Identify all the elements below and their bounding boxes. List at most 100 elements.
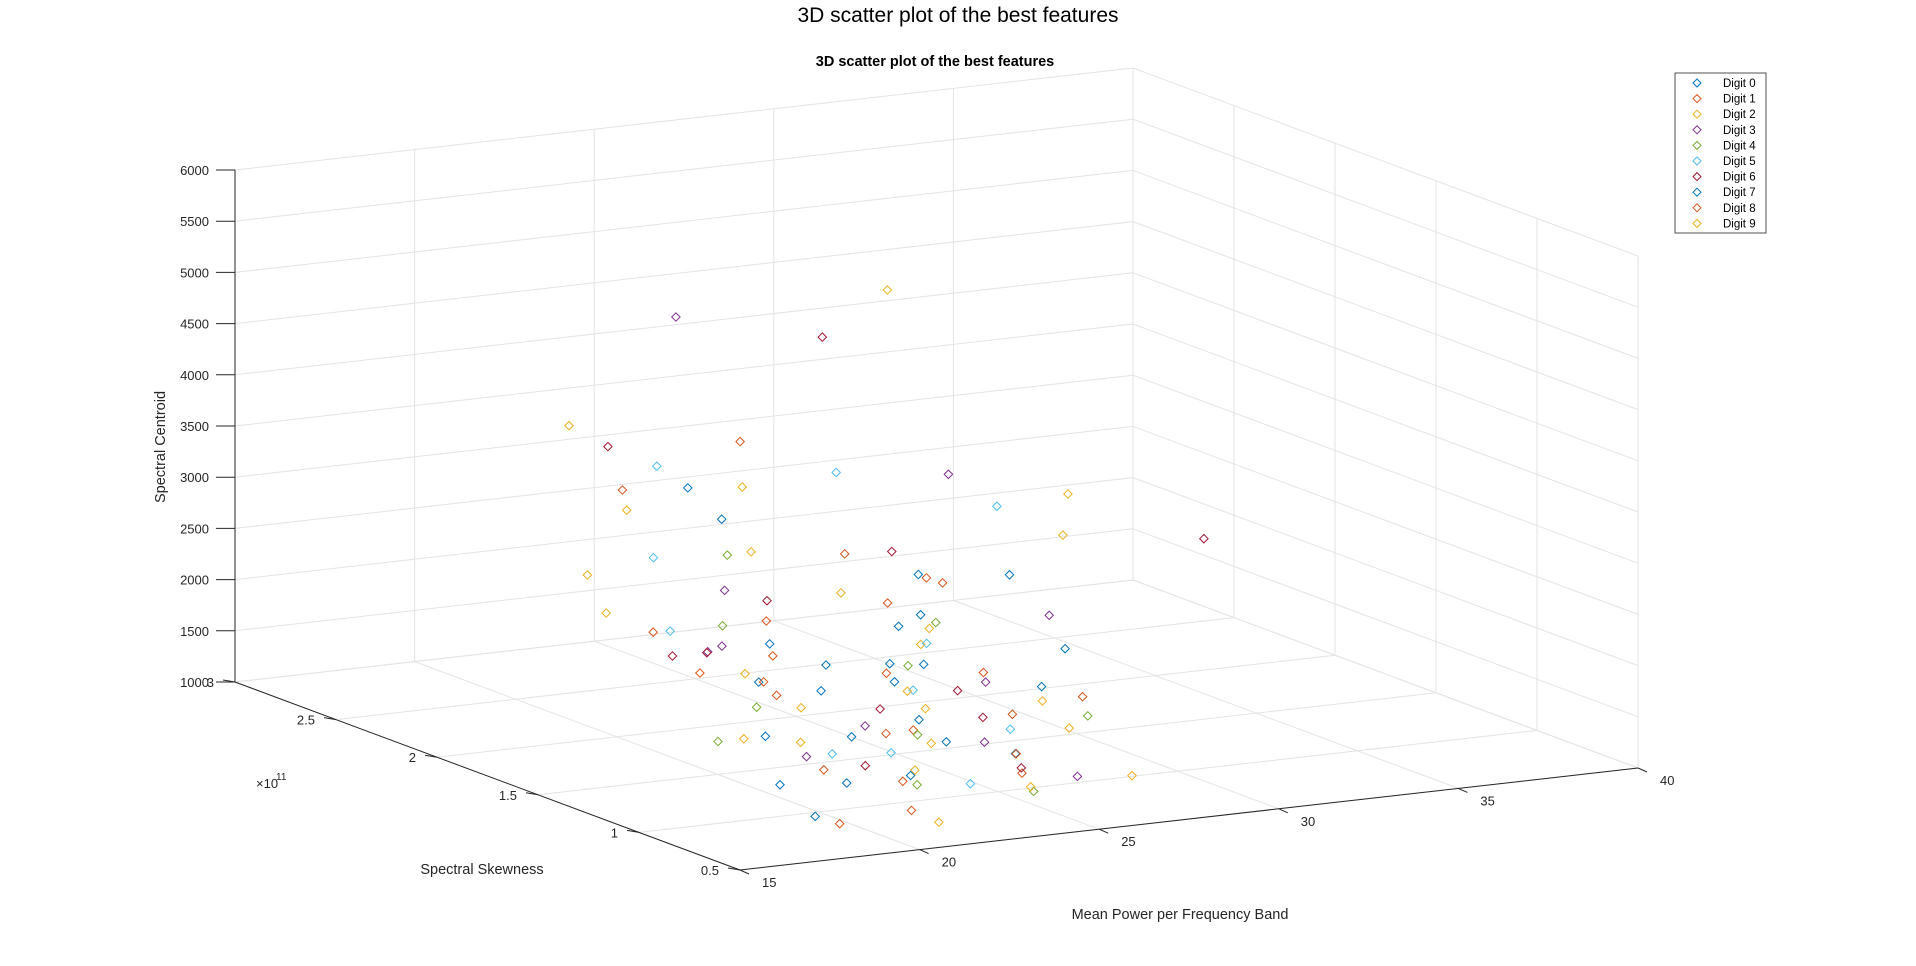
data-point-digit-0 (841, 778, 852, 788)
z-tick-label: 3500 (180, 419, 209, 434)
legend-marker (1692, 203, 1702, 213)
data-point-digit-1 (937, 577, 948, 588)
legend-item[interactable]: Digit 5 (1692, 156, 1756, 168)
axes (216, 169, 1648, 875)
data-point-digit-6 (875, 704, 886, 714)
data-point-digit-3 (719, 585, 730, 596)
data-point-digit-3 (1072, 771, 1083, 782)
back-wall-grid-line (234, 118, 1134, 222)
data-point-digit-2 (1057, 530, 1068, 541)
data-point-digit-2 (564, 420, 574, 431)
data-point-digit-4 (717, 620, 728, 631)
legend-item[interactable]: Digit 1 (1692, 94, 1756, 106)
data-point-digit-7 (1060, 643, 1071, 654)
floor-grid-line (773, 620, 1279, 810)
data-point-digit-4 (713, 736, 723, 747)
data-point-digit-1 (1007, 709, 1018, 720)
data-point-digit-3 (1044, 610, 1055, 621)
back-wall-grid-line (234, 374, 1134, 478)
data-point-digit-6 (1016, 762, 1027, 773)
side-wall-grid-line (1132, 67, 1639, 257)
back-wall-grid-line (234, 272, 1134, 376)
back-wall-grid-line (234, 221, 1134, 325)
x-tick-mark (1637, 767, 1648, 773)
data-point-digit-3 (860, 720, 871, 731)
data-point-digit-4 (912, 779, 923, 790)
side-wall-grid-line (1132, 118, 1639, 308)
data-point-digit-7 (760, 731, 771, 742)
legend-label: Digit 6 (1723, 172, 1756, 184)
side-wall-grid-line (1132, 579, 1639, 769)
data-point-digit-8 (978, 667, 989, 678)
data-point-digit-5 (827, 748, 838, 759)
exponent-power: 11 (276, 772, 287, 783)
y-tick-mark (525, 792, 539, 796)
legend-label: Digit 2 (1723, 109, 1756, 121)
side-wall-grid-line (1132, 528, 1639, 718)
data-point-digit-1 (1017, 768, 1027, 779)
data-point-digit-6 (762, 595, 772, 606)
data-point-digit-0 (816, 685, 827, 696)
data-point-digit-4 (1028, 786, 1039, 797)
data-point-digit-8 (735, 436, 746, 447)
data-point-digit-3 (979, 737, 990, 748)
legend-marker (1692, 218, 1702, 229)
legend-marker (1692, 125, 1702, 135)
axes-title: 3D scatter plot of the best features (816, 54, 1055, 70)
legend-marker (1692, 171, 1702, 182)
z-tick-label: 2500 (180, 521, 209, 536)
legend-label: Digit 5 (1723, 156, 1756, 168)
data-point-digit-6 (1198, 533, 1209, 544)
z-tick-label: 3000 (180, 470, 209, 485)
legend-item[interactable]: Digit 3 (1692, 125, 1756, 137)
data-point-digit-9 (1025, 781, 1036, 792)
legend[interactable]: Digit 0 Digit 1 Digit 2 Digit 3 Digit 4 Digit… (1674, 72, 1767, 234)
data-point-digit-1 (839, 548, 850, 559)
z-tick-label: 4500 (180, 317, 209, 332)
data-point-digit-9 (924, 623, 935, 634)
data-point-digit-0 (1004, 569, 1015, 580)
legend-label: Digit 1 (1723, 94, 1756, 106)
data-point-digit-5 (965, 778, 976, 789)
data-point-digit-5 (921, 638, 932, 649)
data-point-digit-5 (651, 461, 662, 472)
x-tick-mark (1278, 808, 1289, 814)
data-point-digit-5 (991, 501, 1002, 512)
data-point-digit-6 (817, 332, 828, 343)
back-wall-grid-line (234, 528, 1134, 632)
z-tick-label: 6000 (180, 163, 209, 178)
y-tick-label: 2 (409, 750, 416, 765)
data-point-digit-1 (767, 650, 778, 661)
data-point-digit-1 (897, 776, 908, 787)
data-point-digit-1 (771, 690, 782, 701)
legend-item[interactable]: Digit 0 (1692, 78, 1756, 90)
legend-item[interactable]: Digit 7 (1692, 187, 1756, 199)
x-tick-label: 15 (762, 875, 776, 890)
data-point-digit-3 (670, 312, 681, 322)
data-point-digit-0 (846, 731, 857, 742)
side-wall-grid-line (1132, 272, 1639, 462)
data-point-digit-7 (682, 482, 693, 493)
data-point-digit-8 (882, 598, 893, 608)
x-tick-mark (1458, 787, 1468, 793)
legend-item[interactable]: Digit 2 (1692, 109, 1756, 121)
data-point-digit-2 (1037, 696, 1048, 706)
data-point-digit-5 (908, 685, 919, 696)
data-point-digit-0 (810, 811, 821, 822)
data-point-digit-2 (1127, 770, 1137, 781)
data-point-digit-9 (601, 608, 612, 618)
legend-item[interactable]: Digit 9 (1692, 218, 1756, 230)
data-point-digit-2 (740, 668, 750, 679)
legend-item[interactable]: Digit 8 (1692, 203, 1756, 215)
data-point-digit-8 (818, 764, 829, 775)
data-point-digit-1 (881, 668, 892, 679)
data-point-digit-9 (926, 738, 937, 749)
x-axis-line (739, 767, 1639, 871)
legend-item[interactable]: Digit 6 (1692, 171, 1756, 184)
legend-item[interactable]: Digit 4 (1692, 140, 1756, 152)
data-point-digit-6 (701, 647, 712, 658)
data-point-digit-0 (775, 779, 785, 790)
y-tick-label: 0.5 (701, 863, 719, 878)
y-axis-exponent-label: ×10 11 (256, 772, 287, 791)
